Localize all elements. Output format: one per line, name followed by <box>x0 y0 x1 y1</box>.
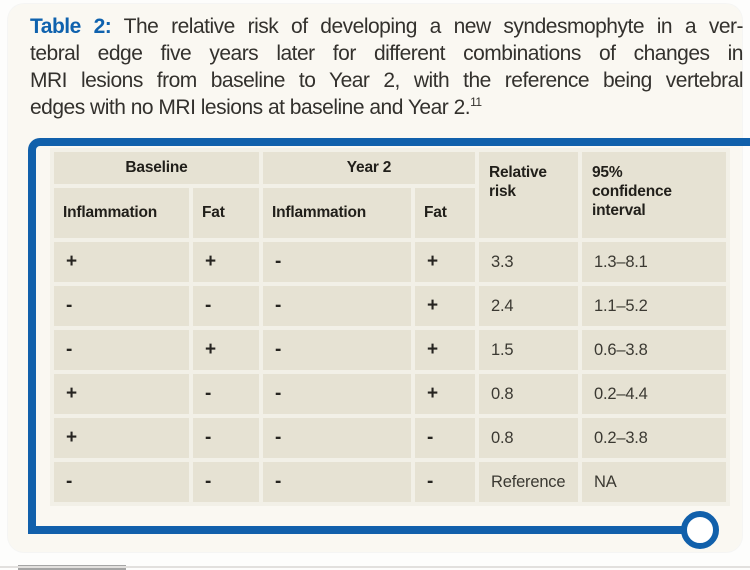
cell-baseline-inflammation: - <box>54 330 189 370</box>
cell-baseline-inflammation: + <box>54 242 189 282</box>
cell-confidence-interval: 1.1–5.2 <box>582 286 726 326</box>
col-header-baseline-inflammation: Inflammation <box>54 188 189 238</box>
caption-line-1: Table 2: The relative risk of developing… <box>30 13 744 40</box>
cell-baseline-fat: - <box>193 462 259 502</box>
cell-baseline-inflammation: + <box>54 418 189 458</box>
cell-baseline-fat: - <box>193 418 259 458</box>
table-row: + - - + 0.8 0.2–4.4 <box>54 374 726 414</box>
cell-confidence-interval: 0.2–4.4 <box>582 374 726 414</box>
cell-relative-risk: 2.4 <box>479 286 578 326</box>
cell-baseline-fat: - <box>193 286 259 326</box>
cell-year2-fat: + <box>415 374 475 414</box>
col-header-year2: Year 2 <box>263 152 475 184</box>
group-header-row: Baseline Year 2 Relative risk 95% confid… <box>54 152 726 238</box>
table-row: - - - - Reference NA <box>54 462 726 502</box>
table-row: + + - + 3.3 1.3–8.1 <box>54 242 726 282</box>
cell-relative-risk: 0.8 <box>479 374 578 414</box>
cell-year2-inflammation: - <box>263 330 411 370</box>
sub-header-row: Inflammation Fat Inflammation Fat <box>54 188 726 238</box>
col-header-year2-inflammation: Inflammation <box>263 188 411 238</box>
cell-year2-fat: + <box>415 242 475 282</box>
col-header-baseline: Baseline <box>54 152 259 184</box>
cell-year2-fat: + <box>415 286 475 326</box>
cell-baseline-inflammation: + <box>54 374 189 414</box>
cell-year2-inflammation: - <box>263 462 411 502</box>
cell-relative-risk: 1.5 <box>479 330 578 370</box>
blue-frame-bottom <box>28 526 684 534</box>
caption-line-1-text: The relative risk of developing a new sy… <box>123 15 744 38</box>
caption-table-label: Table 2: <box>30 15 112 38</box>
caption-line-4: edges with no MRI lesions at baseline an… <box>30 94 743 121</box>
cell-baseline-fat: - <box>193 374 259 414</box>
col-header-baseline-fat: Fat <box>193 188 259 238</box>
cell-year2-fat: + <box>415 330 475 370</box>
cell-relative-risk: 3.3 <box>479 242 578 282</box>
caption-line-4-text: edges with no MRI lesions at baseline an… <box>30 96 471 119</box>
cell-confidence-interval: 0.2–3.8 <box>582 418 726 458</box>
caption-line-2: tebral edge five years later for differe… <box>30 42 744 65</box>
frame-end-circle <box>681 511 719 549</box>
col-header-year2-fat: Fat <box>415 188 475 238</box>
cell-year2-inflammation: - <box>263 286 411 326</box>
cell-baseline-fat: + <box>193 242 259 282</box>
col-header-relative-risk: Relative risk <box>479 152 578 238</box>
col-header-confidence-interval: 95% confidence interval <box>582 152 726 238</box>
col-header-relative-risk-label: Relative risk <box>489 164 547 200</box>
cell-year2-fat: - <box>415 418 475 458</box>
relative-risk-table: Baseline Year 2 Relative risk 95% confid… <box>50 148 730 506</box>
table-row: + - - - 0.8 0.2–3.8 <box>54 418 726 458</box>
cell-baseline-inflammation: - <box>54 462 189 502</box>
blue-frame-top-left <box>28 138 750 534</box>
table-row: - + - + 1.5 0.6–3.8 <box>54 330 726 370</box>
cell-confidence-interval: 1.3–8.1 <box>582 242 726 282</box>
cell-year2-fat: - <box>415 462 475 502</box>
cell-relative-risk: Reference <box>479 462 578 502</box>
table-row: - - - + 2.4 1.1–5.2 <box>54 286 726 326</box>
cell-baseline-inflammation: - <box>54 286 189 326</box>
cell-baseline-fat: + <box>193 330 259 370</box>
col-header-confidence-interval-label: 95% confidence interval <box>592 164 672 219</box>
cell-year2-inflammation: - <box>263 418 411 458</box>
page-divider-line <box>0 566 750 568</box>
cell-relative-risk: 0.8 <box>479 418 578 458</box>
table-caption: Table 2: The relative risk of developing… <box>30 13 744 121</box>
cell-year2-inflammation: - <box>263 242 411 282</box>
cell-year2-inflammation: - <box>263 374 411 414</box>
cell-confidence-interval: 0.6–3.8 <box>582 330 726 370</box>
caption-line-3: MRI lesions from baseline to Year 2, wit… <box>30 69 744 92</box>
cell-confidence-interval: NA <box>582 462 726 502</box>
reference-superscript: 11 <box>470 95 482 109</box>
